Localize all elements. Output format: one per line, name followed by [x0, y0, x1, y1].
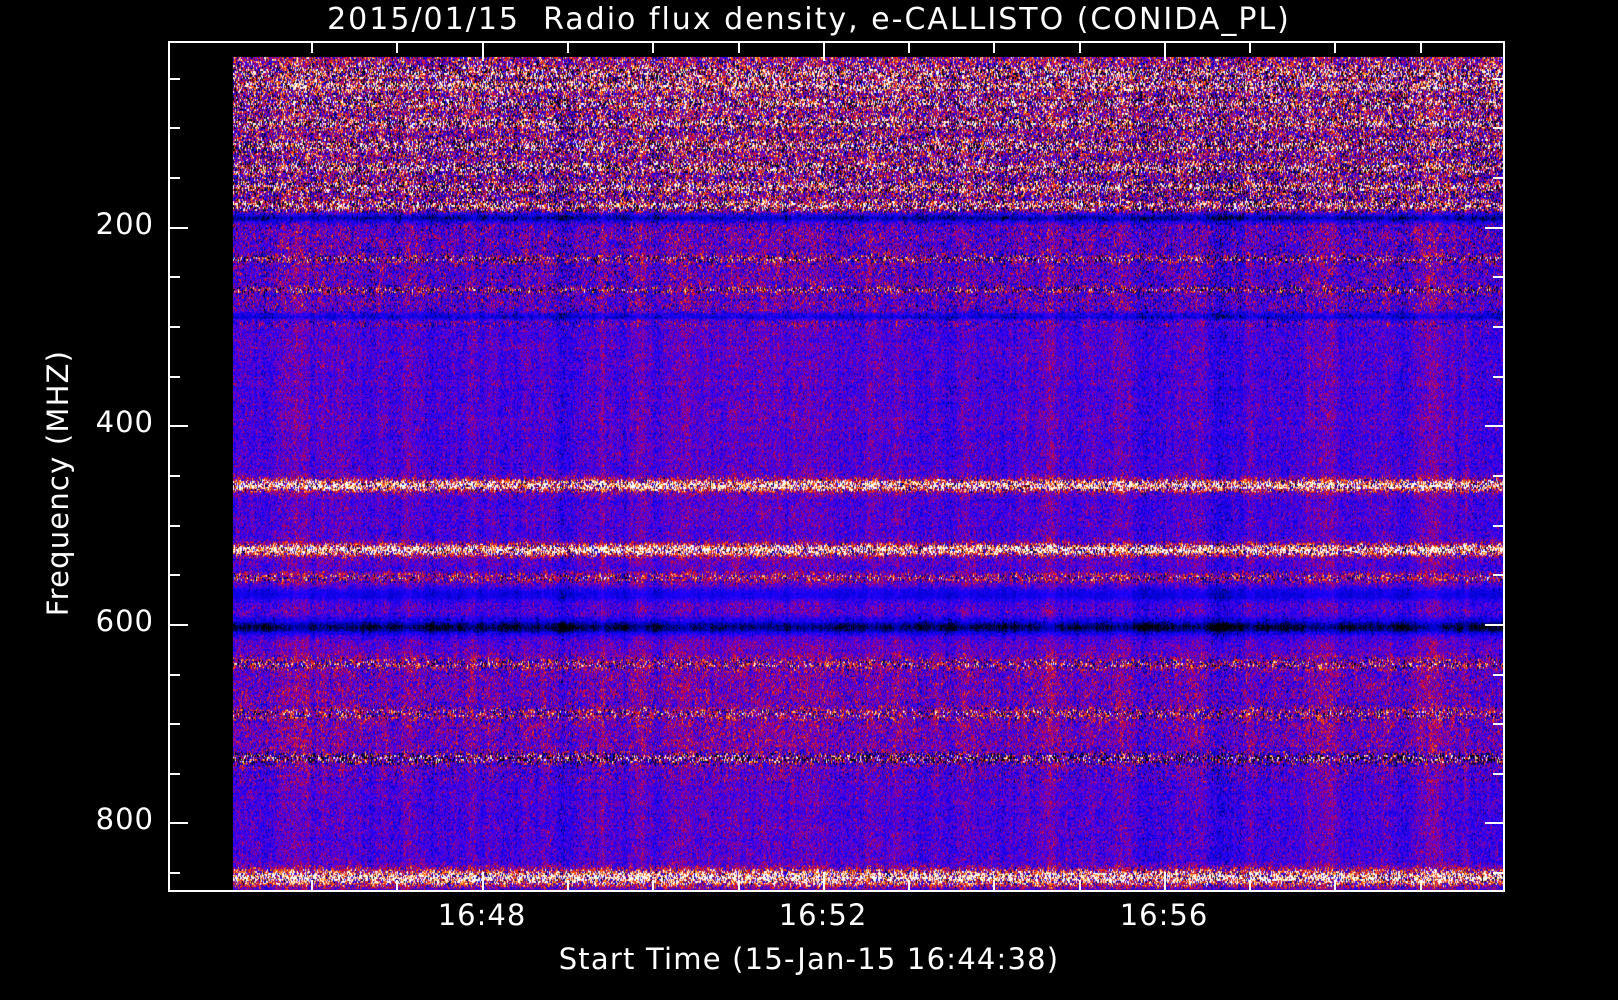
y-tick-right-350 — [1493, 376, 1503, 378]
y-axis-label: Frequency (MHZ) — [41, 349, 75, 617]
x-tick-16:51 — [738, 880, 740, 890]
x-tick-16:57 — [1249, 880, 1251, 890]
y-tick-label-800: 800 — [95, 802, 154, 836]
y-tick-right-150 — [1493, 177, 1503, 179]
x-tick-top-16:54 — [993, 43, 995, 53]
x-tick-top-16:55 — [1079, 43, 1081, 53]
x-tick-16:54 — [993, 880, 995, 890]
x-tick-top-16:58 — [1334, 43, 1336, 53]
y-tick-450 — [170, 475, 180, 477]
x-tick-top-16:56 — [1164, 43, 1166, 61]
y-tick-200 — [170, 227, 188, 229]
y-tick-right-50 — [1493, 78, 1503, 80]
y-tick-750 — [170, 773, 180, 775]
y-tick-right-850 — [1493, 872, 1503, 874]
x-axis-label: Start Time (15-Jan-15 16:44:38) — [558, 942, 1060, 976]
x-tick-16:47 — [396, 880, 398, 890]
y-tick-700 — [170, 723, 180, 725]
x-tick-16:55 — [1079, 880, 1081, 890]
y-tick-right-300 — [1493, 326, 1503, 328]
x-tick-top-16:46 — [311, 43, 313, 53]
y-tick-right-500 — [1493, 525, 1503, 527]
x-tick-label-16:48: 16:48 — [437, 898, 527, 932]
page-title: 2015/01/15 Radio flux density, e-CALLIST… — [327, 2, 1291, 37]
y-tick-right-750 — [1493, 773, 1503, 775]
x-tick-16:58 — [1334, 880, 1336, 890]
y-tick-right-250 — [1493, 276, 1503, 278]
x-tick-top-16:53 — [908, 43, 910, 53]
y-tick-150 — [170, 177, 180, 179]
x-tick-16:46 — [311, 880, 313, 890]
y-tick-right-400 — [1485, 425, 1503, 427]
x-tick-top-16:51 — [738, 43, 740, 53]
y-tick-550 — [170, 574, 180, 576]
y-tick-250 — [170, 276, 180, 278]
y-tick-400 — [170, 425, 188, 427]
y-tick-850 — [170, 872, 180, 874]
y-tick-300 — [170, 326, 180, 328]
y-tick-label-200: 200 — [95, 207, 154, 241]
y-tick-50 — [170, 78, 180, 80]
y-tick-right-450 — [1493, 475, 1503, 477]
y-tick-600 — [170, 624, 188, 626]
y-tick-right-700 — [1493, 723, 1503, 725]
x-tick-16:53 — [908, 880, 910, 890]
x-tick-16:50 — [652, 880, 654, 890]
y-tick-label-400: 400 — [95, 405, 154, 439]
y-tick-right-200 — [1485, 227, 1503, 229]
x-tick-16:48 — [482, 872, 484, 890]
x-tick-top-16:50 — [652, 43, 654, 53]
y-tick-right-600 — [1485, 624, 1503, 626]
x-tick-16:56 — [1164, 872, 1166, 890]
x-tick-top-16:57 — [1249, 43, 1251, 53]
x-tick-top-16:48 — [482, 43, 484, 61]
y-tick-350 — [170, 376, 180, 378]
y-tick-right-800 — [1485, 822, 1503, 824]
spectrogram-image — [233, 57, 1505, 892]
x-tick-top-16:49 — [567, 43, 569, 53]
y-tick-right-100 — [1493, 127, 1503, 129]
x-tick-16:52 — [823, 872, 825, 890]
x-tick-top-16:59 — [1420, 43, 1422, 53]
y-tick-label-600: 600 — [95, 604, 154, 638]
y-tick-650 — [170, 674, 180, 676]
x-tick-top-16:52 — [823, 43, 825, 61]
y-tick-500 — [170, 525, 180, 527]
x-tick-label-16:56: 16:56 — [1119, 898, 1209, 932]
y-tick-100 — [170, 127, 180, 129]
x-tick-label-16:52: 16:52 — [778, 898, 868, 932]
x-tick-top-16:47 — [396, 43, 398, 53]
y-tick-right-650 — [1493, 674, 1503, 676]
y-tick-right-550 — [1493, 574, 1503, 576]
x-tick-16:59 — [1420, 880, 1422, 890]
x-tick-16:49 — [567, 880, 569, 890]
y-tick-800 — [170, 822, 188, 824]
